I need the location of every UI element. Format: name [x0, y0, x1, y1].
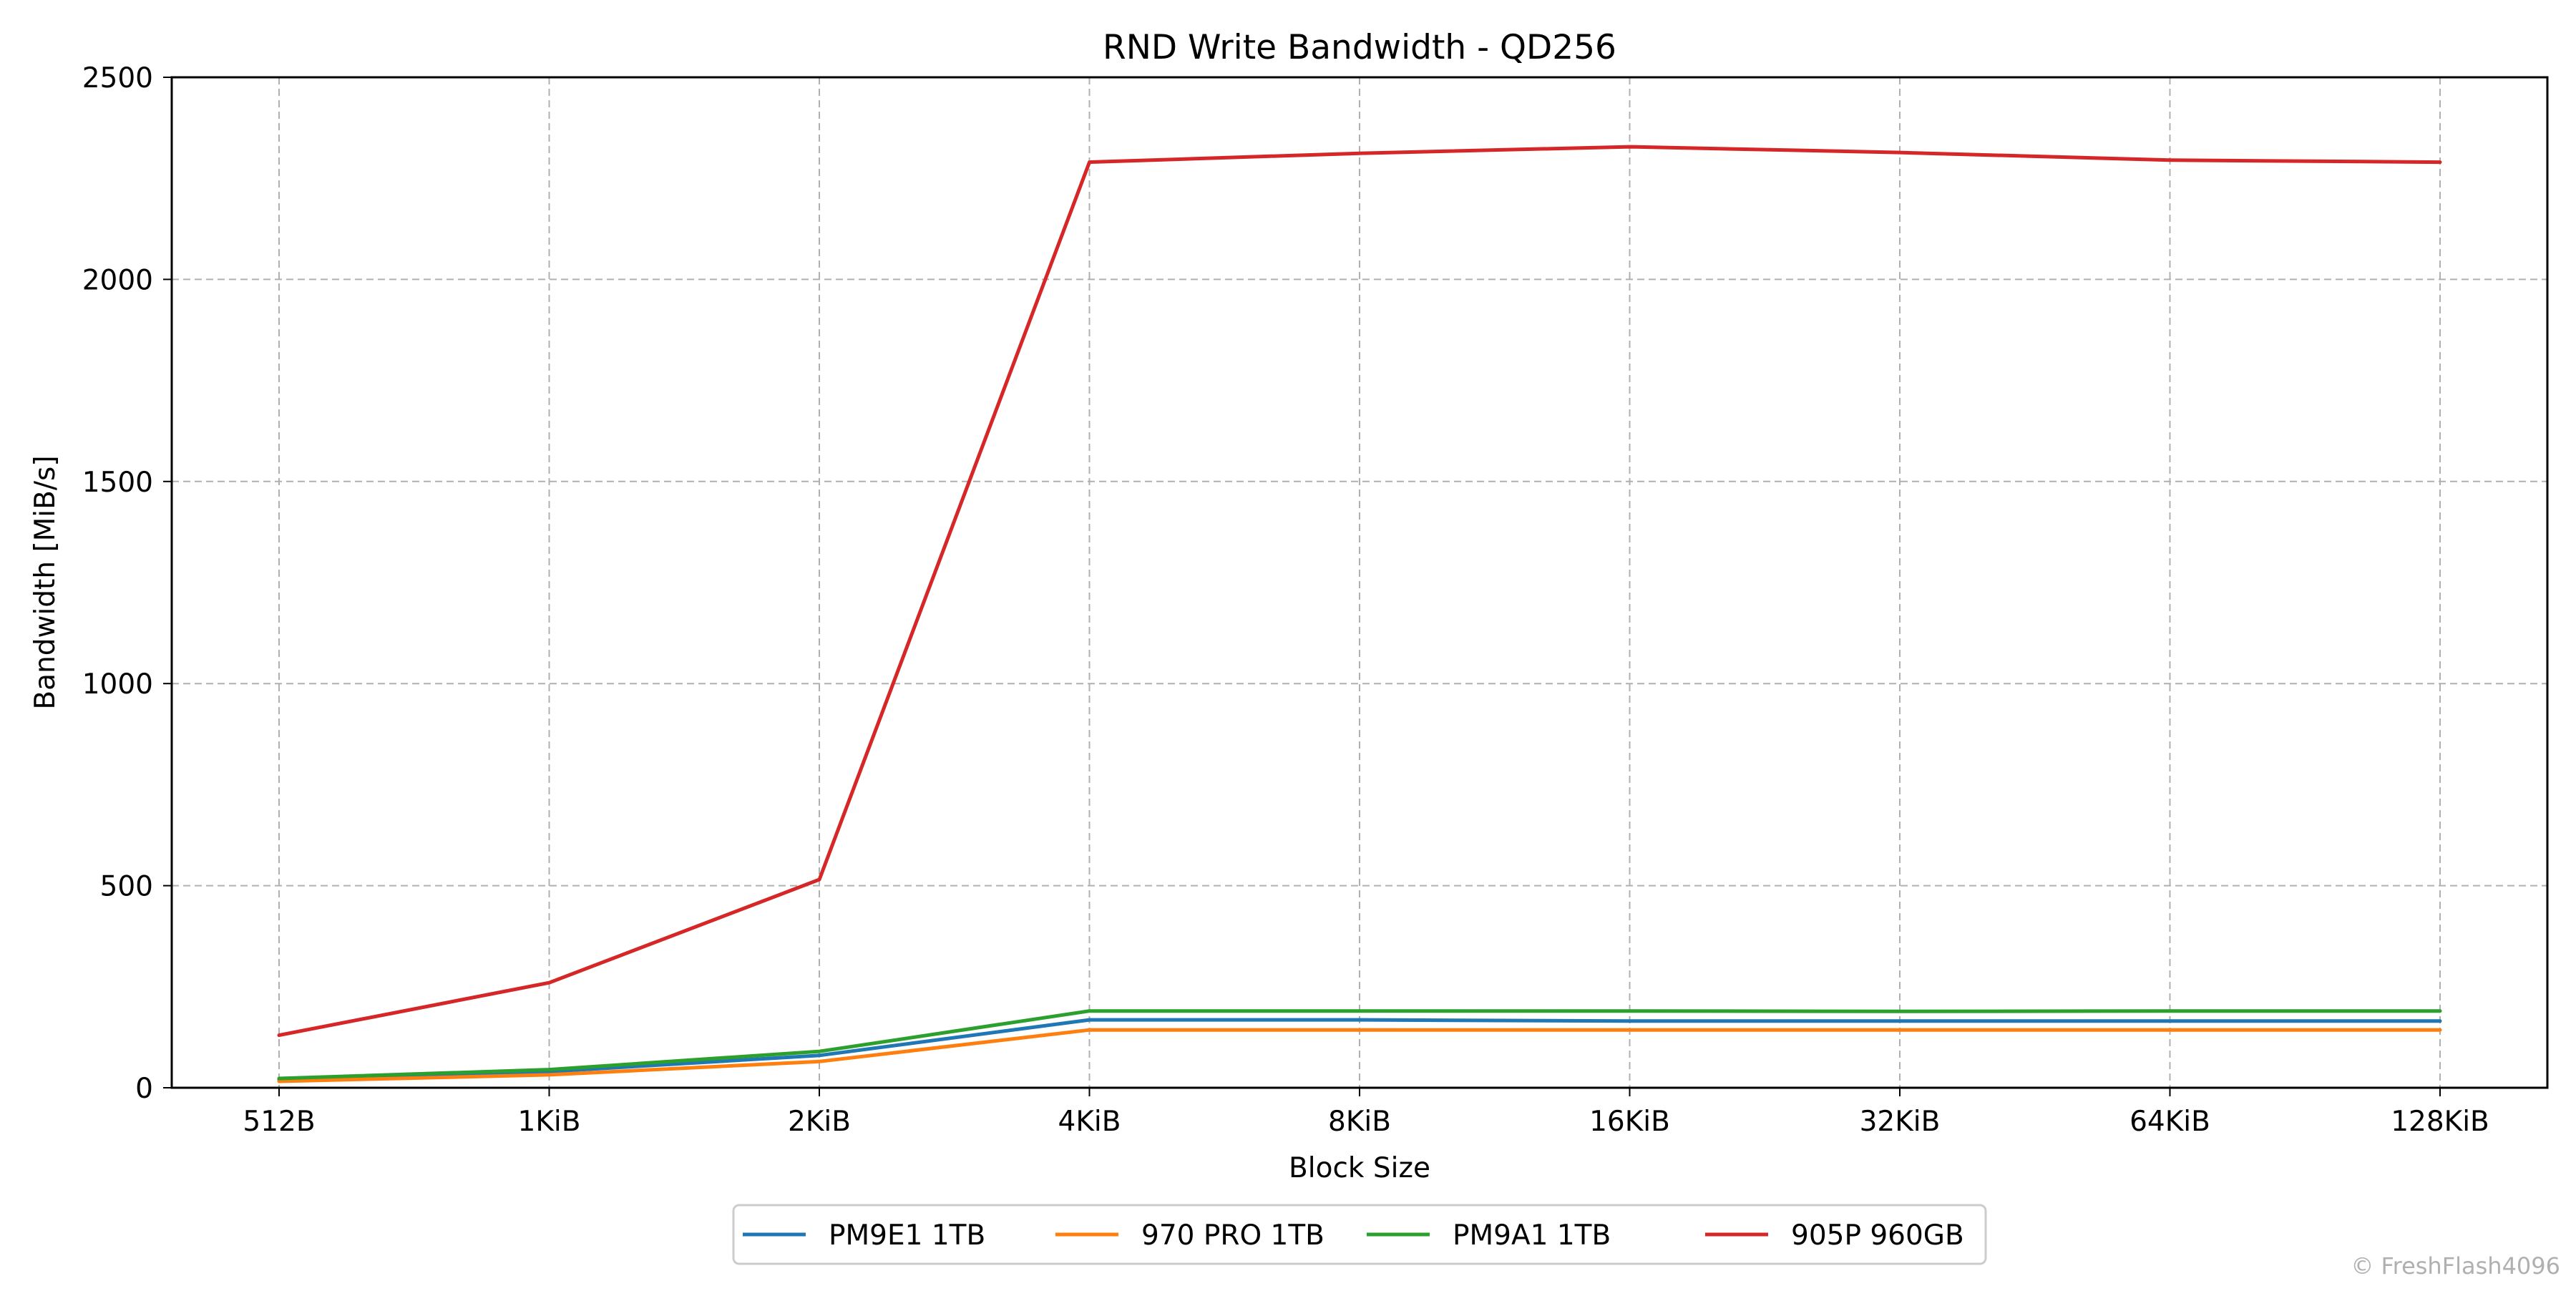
- legend-box: [732, 1204, 1987, 1265]
- x-tick-label: 64KiB: [2129, 1106, 2210, 1138]
- y-tick-label: 500: [100, 871, 153, 903]
- series-line-3: [277, 1009, 2442, 1081]
- y-tick-label: 2000: [82, 264, 153, 296]
- x-tick-label: 2KiB: [788, 1106, 851, 1138]
- y-tick-label: 0: [135, 1073, 153, 1105]
- legend-label: PM9A1 1TB: [1453, 1219, 1611, 1252]
- x-tick-label: 1KiB: [518, 1106, 581, 1138]
- legend-label: 905P 960GB: [1791, 1219, 1964, 1252]
- legend: PM9E1 1TB 970 PRO 1TB PM9A1 1TB 905P 960GB: [732, 1204, 1987, 1265]
- grid-layer: [172, 77, 2547, 1088]
- y-axis-label: Bandwidth [MiB/s]: [29, 455, 62, 709]
- tick-layer: 512B 1KiB 2KiB 4KiB 8KiB 16KiB 32KiB 64KiB 128Ki…: [82, 62, 2489, 1138]
- y-tick-label: 1000: [82, 668, 153, 701]
- x-tick-label: 8KiB: [1328, 1106, 1391, 1138]
- series-line-1: [277, 1018, 2442, 1082]
- x-tick-label: 4KiB: [1058, 1106, 1121, 1138]
- x-tick-label: 32KiB: [1860, 1106, 1941, 1138]
- legend-label: 970 PRO 1TB: [1141, 1219, 1324, 1252]
- x-tick-label: 512B: [243, 1106, 315, 1138]
- legend-label: PM9E1 1TB: [829, 1219, 985, 1252]
- watermark: © FreshFlash4096: [2351, 1252, 2560, 1280]
- series-line-2: [277, 1028, 2442, 1083]
- x-axis-label: Block Size: [1289, 1152, 1430, 1184]
- x-tick-label: 16KiB: [1589, 1106, 1670, 1138]
- y-tick-label: 1500: [82, 467, 153, 499]
- series-layer: [277, 145, 2442, 1083]
- chart-title: RND Write Bandwidth - QD256: [1103, 28, 1616, 67]
- series-line-4: [277, 145, 2442, 1038]
- y-tick-label: 2500: [82, 62, 153, 94]
- x-tick-label: 128KiB: [2391, 1106, 2489, 1138]
